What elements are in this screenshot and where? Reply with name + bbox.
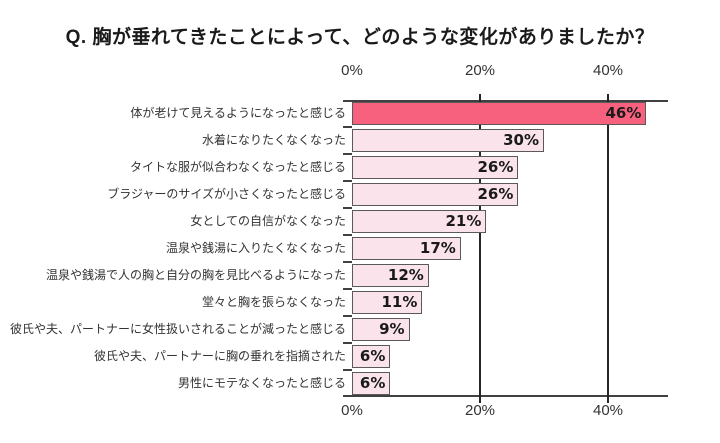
category-label: 男性にモテなくなったと感じる (177, 376, 346, 390)
bar-value-label: 30% (503, 131, 539, 149)
x-tick-label-bottom-20: 20% (464, 402, 496, 419)
x-tick-label-bottom-40: 40% (592, 402, 624, 419)
y-axis-tick (343, 126, 352, 128)
category-label: 水着になりたくなくなった (201, 133, 346, 147)
category-label: 彼氏や夫、パートナーに胸の垂れを指摘された (93, 349, 346, 363)
category-label: 温泉や銭湯に入りたくなくなった (165, 241, 346, 255)
bottom-axis-line (343, 395, 668, 397)
x-tick-label-top-20: 20% (464, 62, 496, 79)
top-axis-line (343, 100, 668, 102)
category-label: 女としての自信がなくなった (190, 214, 346, 228)
chart-title: Q. 胸が垂れてきたことによって、どのような変化がありましたか？ (65, 27, 655, 48)
y-axis-tick (343, 153, 352, 155)
bar: 9% (352, 318, 410, 341)
bar: 26% (352, 183, 519, 206)
bar-value-label: 6% (359, 374, 386, 392)
x-tick-label-bottom-0: 0% (341, 402, 363, 419)
y-axis-tick (343, 207, 352, 209)
bar: 12% (352, 264, 429, 287)
y-axis-tick (343, 369, 352, 371)
x-tick-label-top-0: 0% (341, 62, 363, 79)
bar-value-label: 12% (387, 266, 424, 284)
bar-value-label: 26% (477, 185, 514, 203)
y-axis-tick (343, 234, 352, 236)
category-label: タイトな服が似合わなくなったと感じる (129, 160, 346, 174)
bar: 26% (352, 156, 519, 179)
bar-value-label: 17% (419, 239, 456, 257)
bar: 30% (352, 129, 544, 152)
bar: 46% (352, 102, 647, 125)
bar-value-label: 26% (477, 158, 514, 176)
bar-value-label: 6% (359, 347, 386, 365)
gridline-40 (607, 94, 609, 403)
y-axis-tick (343, 315, 352, 317)
bar: 6% (352, 372, 391, 395)
category-label: ブラジャーのサイズが小さくなったと感じる (107, 187, 346, 201)
bar-value-label: 21% (445, 212, 482, 230)
category-label: 温泉や銭湯で人の胸と自分の胸を見比べるようになった (45, 268, 346, 282)
bar-value-label: 46% (605, 104, 642, 122)
y-axis-tick (343, 288, 352, 290)
category-label: 体が老けて見えるようになったと感じる (130, 106, 346, 120)
bar: 21% (352, 210, 487, 233)
x-tick-label-top-40: 40% (592, 62, 624, 79)
category-label: 彼氏や夫、パートナーに女性扱いされることが減ったと感じる (9, 322, 346, 336)
y-axis-tick (343, 261, 352, 263)
plot-area: 46% 30% 26% 26% 21% 17% 12% 11% 9% 6% 6% (343, 94, 668, 403)
bar: 11% (352, 291, 423, 314)
bar: 17% (352, 237, 461, 260)
bar-value-label: 9% (379, 320, 405, 338)
gridline-20 (479, 94, 481, 403)
y-axis-tick (343, 180, 352, 182)
category-label: 堂々と胸を張らなくなった (201, 295, 346, 309)
y-axis-tick (343, 342, 352, 344)
bar: 6% (352, 345, 391, 368)
bar-value-label: 11% (381, 293, 418, 311)
